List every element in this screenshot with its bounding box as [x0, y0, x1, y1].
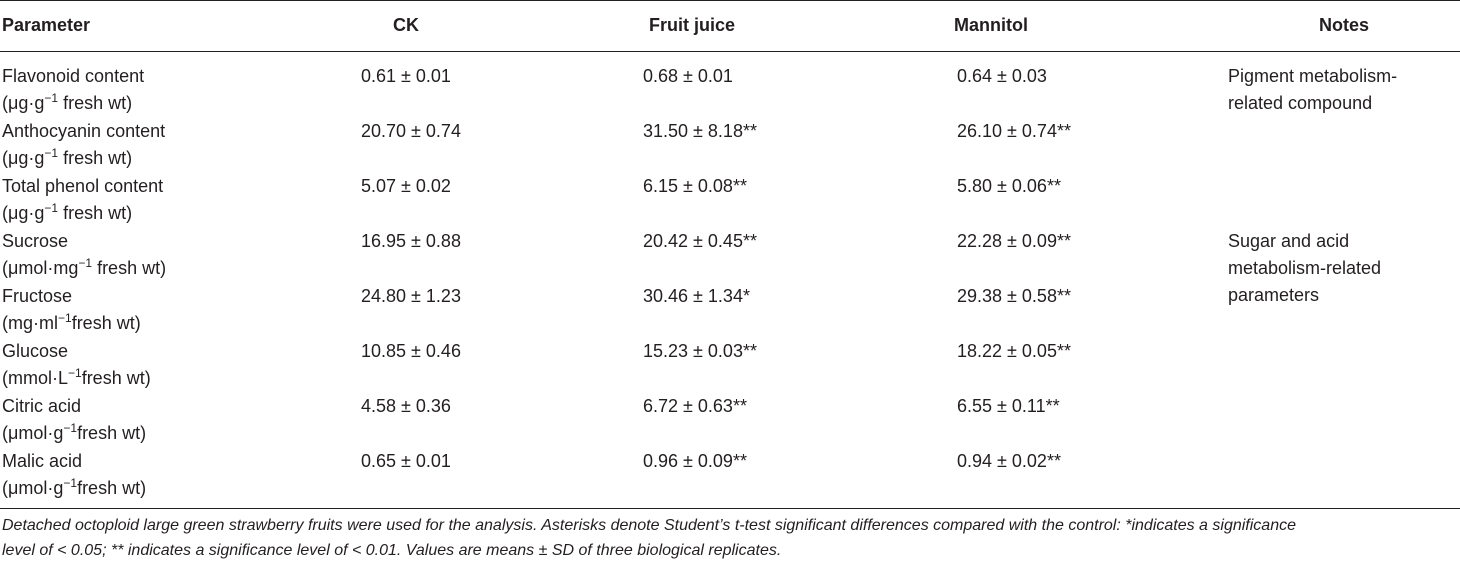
mannitol-value: 29.38 ± 0.58** — [957, 286, 1071, 306]
parameter-cell: Malic acid (μmol·g−1fresh wt) — [2, 448, 146, 502]
unit-exponent: −1 — [63, 476, 78, 490]
parameter-unit: (μmol·g−1fresh wt) — [2, 421, 147, 443]
table-row: Anthocyanin content (μg·g−1 fresh wt) 20… — [0, 118, 1460, 173]
ck-value: 24.80 ± 1.23 — [361, 286, 461, 306]
parameter-name: Citric acid — [2, 396, 82, 416]
parameter-name: Total phenol content — [2, 176, 164, 196]
unit-exponent: −1 — [44, 146, 59, 160]
header-rule — [0, 51, 1460, 52]
fruit-juice-value: 6.72 ± 0.63** — [643, 396, 747, 416]
footnote-line: level of < 0.05; ** indicates a signific… — [2, 542, 782, 559]
parameter-unit: (μg·g−1 fresh wt) — [2, 146, 133, 168]
parameter-name: Malic acid — [2, 451, 83, 471]
table-top-rule — [0, 0, 1460, 1]
table-footnote: Detached octoploid large green strawberr… — [2, 513, 1458, 563]
note-line: parameters — [1228, 285, 1320, 305]
mannitol-value: 22.28 ± 0.09** — [957, 231, 1071, 251]
table-row: Citric acid (μmol·g−1fresh wt) 4.58 ± 0.… — [0, 393, 1460, 448]
footnote-line: Detached octoploid large green strawberr… — [2, 517, 1296, 534]
header-notes: Notes — [1319, 15, 1370, 35]
parameter-name: Flavonoid content — [2, 66, 145, 86]
table-row: Malic acid (μmol·g−1fresh wt) 0.65 ± 0.0… — [0, 448, 1460, 503]
parameter-cell: Sucrose (μmol·mg−1 fresh wt) — [2, 228, 166, 282]
parameter-unit: (μmol·mg−1 fresh wt) — [2, 256, 167, 278]
note-line: metabolism-related — [1228, 258, 1382, 278]
parameter-cell: Anthocyanin content (μg·g−1 fresh wt) — [2, 118, 165, 172]
ck-value: 10.85 ± 0.46 — [361, 341, 461, 361]
note-line: Pigment metabolism- — [1228, 66, 1398, 86]
mannitol-value: 0.64 ± 0.03 — [957, 66, 1047, 86]
ck-value: 16.95 ± 0.88 — [361, 231, 461, 251]
parameter-unit: (μmol·g−1fresh wt) — [2, 476, 147, 498]
fruit-juice-value: 6.15 ± 0.08** — [643, 176, 747, 196]
mannitol-value: 5.80 ± 0.06** — [957, 176, 1061, 196]
ck-value: 0.61 ± 0.01 — [361, 66, 451, 86]
parameter-name: Glucose — [2, 341, 69, 361]
table-body: Flavonoid content (μg·g−1 fresh wt) 0.61… — [0, 63, 1460, 503]
parameter-cell: Flavonoid content (μg·g−1 fresh wt) — [2, 63, 144, 117]
parameter-unit: (mg·ml−1fresh wt) — [2, 311, 141, 333]
unit-exponent: −1 — [58, 311, 72, 325]
mannitol-value: 6.55 ± 0.11** — [957, 396, 1060, 416]
unit-exponent: −1 — [44, 201, 59, 215]
table-bottom-rule — [0, 508, 1460, 509]
parameter-unit: (μg·g−1 fresh wt) — [2, 91, 133, 113]
header-parameter: Parameter — [2, 15, 91, 35]
ck-value: 5.07 ± 0.02 — [361, 176, 451, 196]
fruit-juice-value: 0.68 ± 0.01 — [643, 66, 733, 86]
parameter-unit: (mmol·L−1fresh wt) — [2, 366, 151, 388]
parameter-cell: Glucose (mmol·L−1fresh wt) — [2, 338, 151, 392]
fruit-juice-value: 15.23 ± 0.03** — [643, 341, 757, 361]
unit-exponent: −1 — [63, 421, 78, 435]
fruit-juice-value: 0.96 ± 0.09** — [643, 451, 747, 471]
fruit-juice-value: 31.50 ± 8.18** — [643, 121, 757, 141]
note-line: related compound — [1228, 93, 1373, 113]
parameter-name: Fructose — [2, 286, 73, 306]
unit-exponent: −1 — [44, 91, 59, 105]
parameter-cell: Citric acid (μmol·g−1fresh wt) — [2, 393, 146, 447]
mannitol-value: 0.94 ± 0.02** — [957, 451, 1061, 471]
table-row: Fructose (mg·ml−1fresh wt) 24.80 ± 1.23 … — [0, 283, 1460, 338]
unit-exponent: −1 — [68, 366, 82, 380]
parameter-name: Anthocyanin content — [2, 121, 166, 141]
mannitol-value: 18.22 ± 0.05** — [957, 341, 1071, 361]
fruit-juice-value: 20.42 ± 0.45** — [643, 231, 757, 251]
parameter-cell: Total phenol content (μg·g−1 fresh wt) — [2, 173, 163, 227]
parameter-name: Sucrose — [2, 231, 69, 251]
ck-value: 0.65 ± 0.01 — [361, 451, 451, 471]
table-row: Glucose (mmol·L−1fresh wt) 10.85 ± 0.46 … — [0, 338, 1460, 393]
mannitol-value: 26.10 ± 0.74** — [957, 121, 1071, 141]
parameter-cell: Fructose (mg·ml−1fresh wt) — [2, 283, 141, 337]
fruit-juice-value: 30.46 ± 1.34* — [643, 286, 750, 306]
ck-value: 4.58 ± 0.36 — [361, 396, 451, 416]
note-pigment: Pigment metabolism- related compound — [1228, 63, 1397, 117]
header-mannitol: Mannitol — [954, 15, 1028, 35]
note-sugar-acid: Sugar and acid metabolism-related parame… — [1228, 228, 1381, 309]
header-fruit-juice: Fruit juice — [649, 15, 736, 35]
table-row: Total phenol content (μg·g−1 fresh wt) 5… — [0, 173, 1460, 228]
unit-exponent: −1 — [78, 256, 93, 270]
ck-value: 20.70 ± 0.74 — [361, 121, 461, 141]
header-ck: CK — [393, 15, 419, 35]
table-row: Flavonoid content (μg·g−1 fresh wt) 0.61… — [0, 63, 1460, 118]
table-row: Sucrose (μmol·mg−1 fresh wt) 16.95 ± 0.8… — [0, 228, 1460, 283]
parameter-unit: (μg·g−1 fresh wt) — [2, 201, 133, 223]
note-line: Sugar and acid — [1228, 231, 1350, 251]
